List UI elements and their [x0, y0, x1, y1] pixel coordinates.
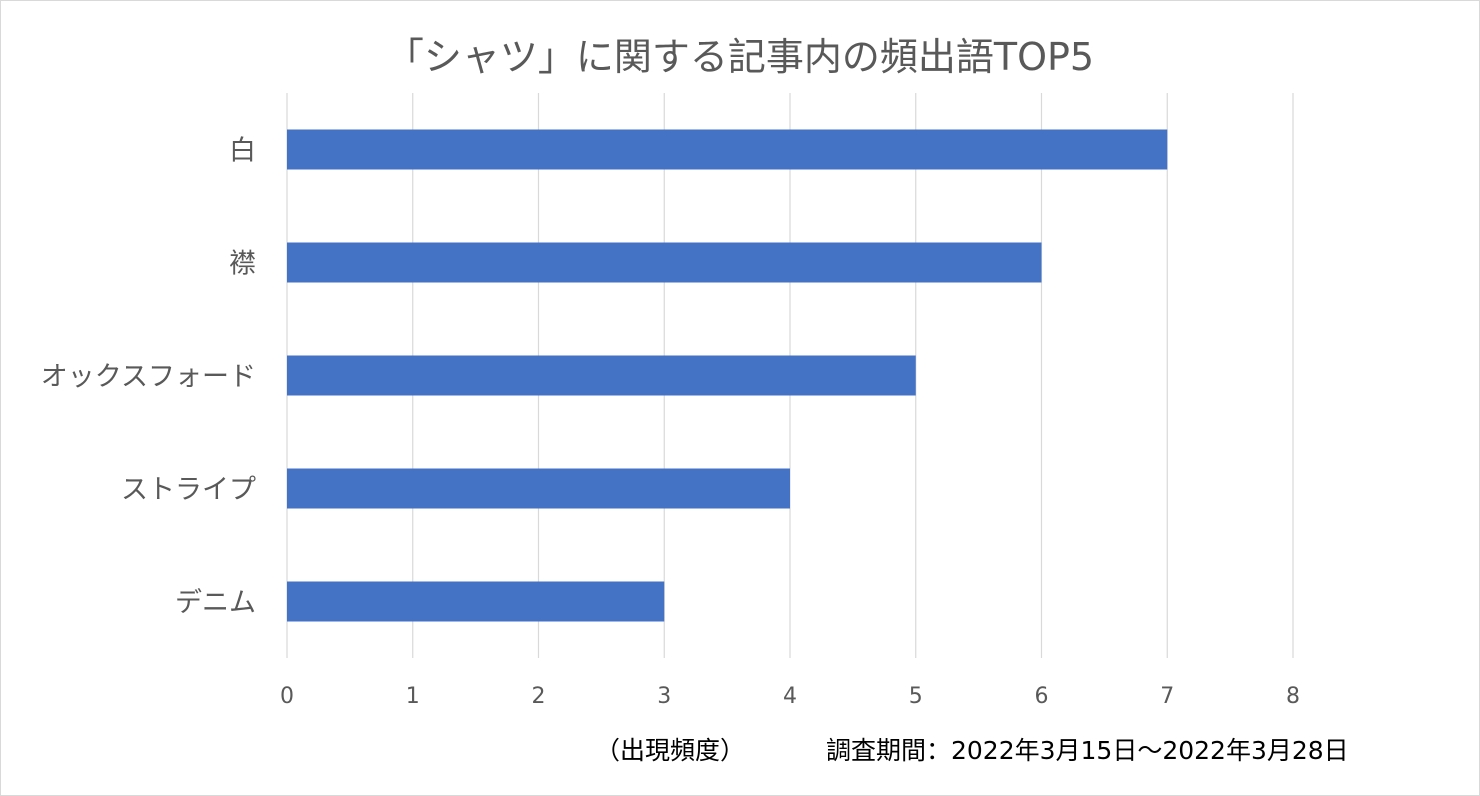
- x-tick-label: 0: [280, 684, 294, 709]
- x-tick-label: 2: [532, 684, 546, 709]
- x-tick-labels: 0 1 2 3 4 5 6 7 8: [280, 684, 1300, 709]
- bar: [287, 468, 790, 509]
- survey-period-note: 調査期間：2022年3月15日～2022年3月28日: [826, 736, 1349, 765]
- bar: [287, 355, 916, 396]
- x-tick-label: 6: [1035, 684, 1049, 709]
- category-label: 襟: [229, 249, 256, 280]
- x-tick-label: 1: [406, 684, 420, 709]
- x-tick-label: 7: [1160, 684, 1174, 709]
- x-tick-label: 3: [657, 684, 671, 709]
- category-label: 白: [229, 136, 256, 167]
- bar: [287, 242, 1042, 283]
- x-tick-label: 8: [1286, 684, 1300, 709]
- x-axis-label: （出現頻度）: [595, 736, 746, 765]
- bar: [287, 129, 1168, 170]
- bar: [287, 581, 665, 622]
- x-tick-label: 4: [783, 684, 797, 709]
- category-label: ストライプ: [121, 475, 256, 506]
- chart-title: 「シャツ」に関する記事内の頻出語TOP5: [385, 35, 1095, 79]
- x-tick-label: 5: [909, 684, 923, 709]
- category-label: デニム: [175, 588, 256, 619]
- bars: [287, 129, 1168, 622]
- category-label: オックスフォード: [41, 362, 256, 393]
